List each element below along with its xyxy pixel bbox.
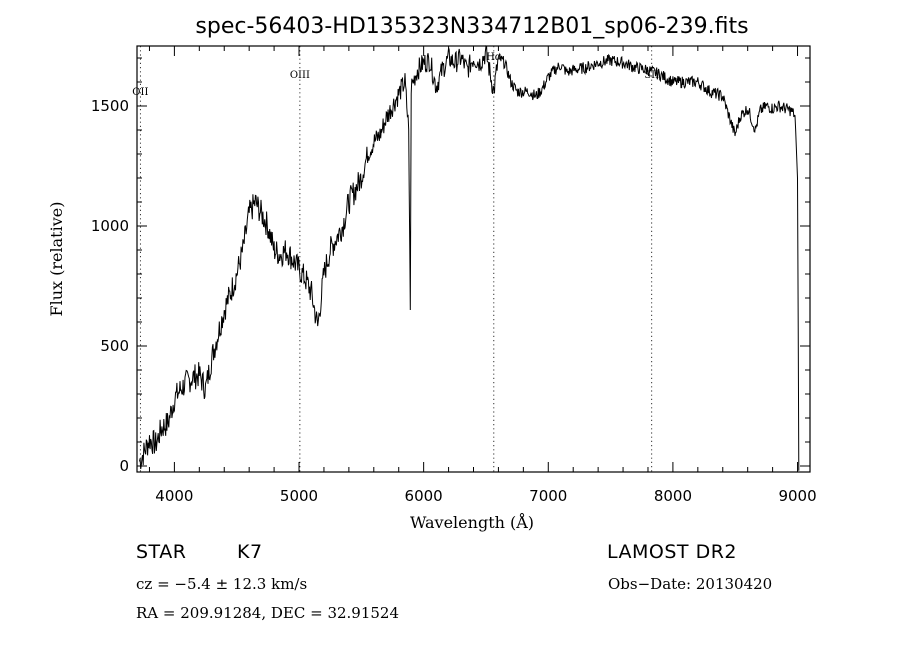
x-tick-label-3: 7000 xyxy=(529,487,567,505)
x-tick-label-4: 8000 xyxy=(654,487,692,505)
x-tick-label-2: 6000 xyxy=(405,487,443,505)
y-tick-label-0: 0 xyxy=(119,457,129,475)
spectrum-line xyxy=(139,45,800,471)
x-tick-label-5: 9000 xyxy=(778,487,816,505)
line-marker-label-2: Hα xyxy=(486,52,502,63)
subclass: K7 xyxy=(237,541,263,563)
line-marker-label-1: OIII xyxy=(290,70,310,81)
y-tick-label-2: 1000 xyxy=(91,217,129,235)
chart-title: spec-56403-HD135323N334712B01_sp06-239.f… xyxy=(195,14,748,39)
x-tick-label-0: 4000 xyxy=(155,487,193,505)
y-tick-label-1: 500 xyxy=(100,337,129,355)
y-tick-label-3: 1500 xyxy=(91,97,129,115)
coordinates: RA = 209.91284, DEC = 32.91524 xyxy=(136,604,400,622)
observation-date: Obs−Date: 20130420 xyxy=(608,575,773,593)
plot-frame xyxy=(136,45,811,473)
x-axis-label: Wavelength (Å) xyxy=(410,512,534,532)
survey-name: LAMOST DR2 xyxy=(607,541,737,563)
object-class: STAR xyxy=(136,541,187,563)
redshift-velocity: cz = −5.4 ± 12.3 km/s xyxy=(136,575,308,593)
line-marker-label-0: OII xyxy=(132,87,148,98)
y-axis-label: Flux (relative) xyxy=(47,202,66,317)
x-tick-label-1: 5000 xyxy=(280,487,318,505)
line-marker-label-3: SII xyxy=(644,70,659,81)
